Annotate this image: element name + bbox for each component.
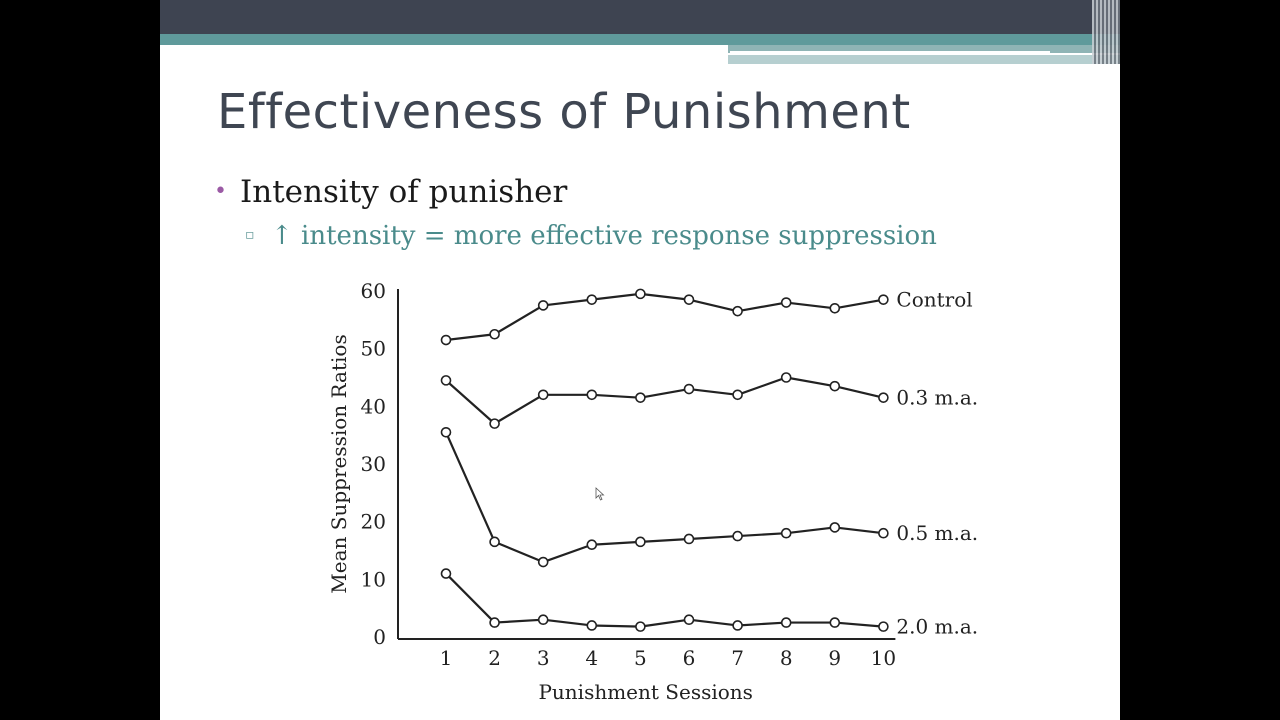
data-point	[635, 621, 646, 632]
data-point	[635, 288, 646, 300]
x-tick-label: 5	[634, 646, 647, 670]
data-point	[440, 375, 452, 386]
chart-series	[440, 288, 889, 632]
data-point	[732, 530, 743, 542]
bullet-dot-icon: •	[214, 179, 227, 204]
chart-axes: 0 10 20 30 40 50 60 1 2 3 4 5 6 7 8 9 10 Punishment Sessi…	[327, 279, 896, 704]
accent-stripe	[160, 34, 1120, 45]
data-point	[586, 539, 598, 551]
data-point	[635, 392, 646, 403]
y-tick-label: 30	[361, 452, 386, 476]
data-point	[829, 380, 841, 392]
data-point	[537, 556, 549, 568]
series-label: 0.5 m.a.	[896, 521, 978, 545]
accent-stripe-secondary	[728, 45, 1120, 53]
data-point	[537, 614, 549, 626]
y-tick-label: 50	[361, 337, 386, 361]
x-tick-label: 9	[828, 646, 841, 670]
x-tick-label: 3	[537, 646, 550, 670]
x-axis-title: Punishment Sessions	[538, 680, 752, 704]
data-point	[683, 294, 695, 305]
data-point	[829, 522, 841, 533]
data-point	[878, 621, 889, 632]
data-point	[635, 536, 646, 548]
x-tick-label: 2	[488, 646, 501, 670]
data-point	[780, 527, 792, 539]
series-line	[445, 572, 884, 628]
data-point	[586, 389, 598, 401]
x-tick-label: 6	[683, 646, 696, 670]
data-point	[878, 527, 889, 539]
data-point	[780, 372, 792, 383]
data-point	[732, 620, 743, 631]
data-point	[732, 305, 743, 317]
data-point	[537, 389, 549, 401]
series-label: 2.0 m.a.	[896, 615, 978, 639]
data-point	[878, 294, 889, 305]
y-tick-label: 10	[361, 567, 386, 591]
data-point	[489, 617, 500, 628]
y-tick-label: 20	[361, 510, 386, 534]
data-point	[780, 297, 792, 308]
data-point	[780, 617, 792, 628]
slide: Effectiveness of Punishment • Intensity o…	[160, 0, 1120, 720]
sub-bullet-square-icon: ▫	[245, 227, 255, 243]
data-point	[537, 300, 549, 311]
x-tick-label: 1	[440, 646, 453, 670]
mouse-cursor-icon	[595, 487, 605, 501]
data-point	[683, 383, 695, 395]
data-point	[440, 334, 452, 346]
data-point	[586, 294, 598, 305]
data-point	[489, 418, 500, 429]
x-tick-label: 7	[731, 646, 744, 670]
data-point	[683, 614, 695, 626]
series-line	[445, 376, 884, 425]
series-line	[444, 431, 884, 564]
bullet-level-2: ▫ ↑ intensity = more effective response s…	[245, 221, 937, 251]
bullet-level-1: • Intensity of punisher	[214, 174, 567, 210]
suppression-line-chart: 0 10 20 30 40 50 60 1 2 3 4 5 6 7 8 9 10 Punishment Sessi…	[327, 279, 978, 704]
x-tick-label: 4	[585, 646, 598, 670]
header-bar	[160, 0, 1120, 34]
data-point	[878, 392, 889, 403]
data-point	[586, 620, 598, 631]
series-label: Control	[896, 288, 972, 312]
y-axis-title: Mean Suppression Ratios	[327, 334, 351, 593]
chart-labels: Control 0.3 m.a. 0.5 m.a. 2.0 m.a.	[896, 288, 978, 639]
bullet-text: Intensity of punisher	[240, 174, 568, 210]
slide-title: Effectiveness of Punishment	[217, 84, 911, 140]
data-point	[440, 426, 452, 438]
series-label: 0.3 m.a.	[896, 386, 978, 410]
data-point	[829, 617, 841, 628]
y-tick-label: 40	[361, 394, 386, 418]
y-tick-label: 60	[361, 279, 386, 303]
data-point	[489, 328, 500, 340]
data-point	[732, 389, 743, 401]
data-point	[829, 302, 841, 314]
data-point	[440, 568, 452, 579]
data-point	[683, 533, 695, 545]
data-point	[489, 536, 500, 548]
y-tick-label: 0	[373, 625, 386, 649]
sub-bullet-text: ↑ intensity = more effective response su…	[271, 221, 937, 251]
accent-highlight	[730, 51, 1050, 53]
x-tick-label: 10	[871, 646, 896, 670]
accent-stripe-tertiary	[728, 55, 1120, 64]
window-edge-grip	[1092, 0, 1120, 64]
x-tick-label: 8	[780, 646, 793, 670]
series-line	[445, 292, 884, 342]
